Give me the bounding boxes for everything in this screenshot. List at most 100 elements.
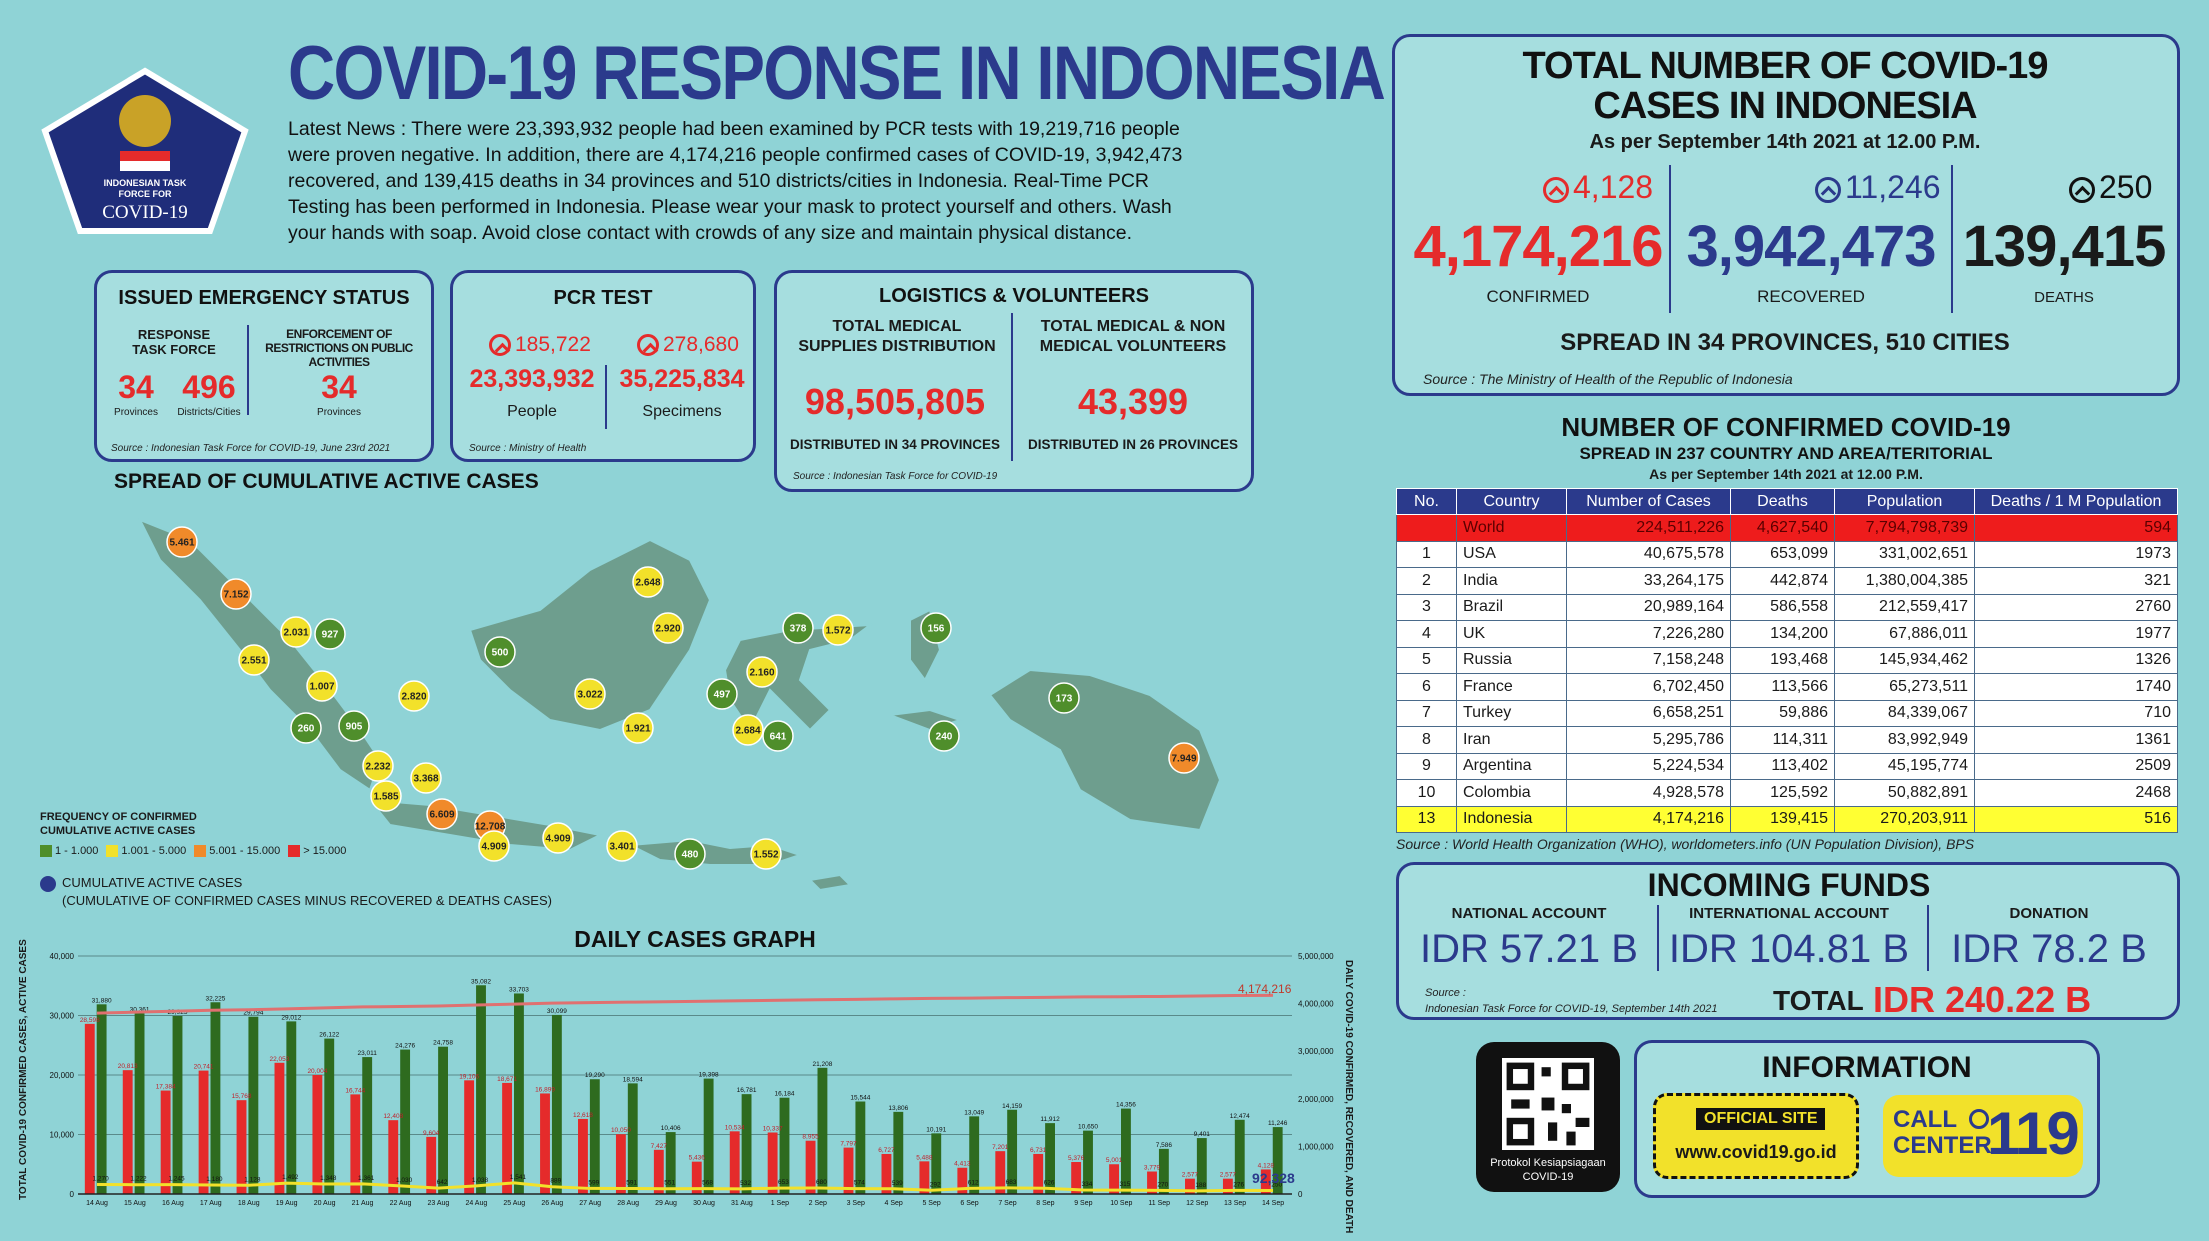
recovered-data-label: 14,356 [1116, 1102, 1136, 1109]
confirmed-bar [464, 1080, 475, 1194]
deaths-data-label: 599 [588, 1179, 599, 1186]
table-cell: 594 [1974, 514, 2178, 542]
recovered-bar [286, 1021, 297, 1194]
map-point [362, 750, 394, 782]
deaths-data-label: 1,030 [396, 1177, 413, 1184]
deaths-value: 139,415 [1962, 214, 2167, 279]
y-left-label: TOTAL COVID-19 CONFIRMED CASES, ACTIVE C… [18, 939, 29, 1200]
increase-icon [2069, 176, 2095, 203]
x-tick-label: 13 Sep [1224, 1200, 1246, 1207]
x-tick-label: 11 Sep [1148, 1200, 1170, 1207]
y2-tick-label: 4,000,000 [1298, 1000, 1334, 1009]
world-source: Source : World Health Organization (WHO)… [1396, 836, 1975, 852]
table-cell: France [1456, 673, 1567, 701]
confirmed-data-label: 10,337 [763, 1125, 783, 1132]
recovered-data-label: 11,246 [1268, 1120, 1288, 1127]
confirmed-bar [957, 1167, 968, 1194]
donation-value: IDR 78.2 B [1951, 927, 2147, 971]
map-point-label: 2.648 [635, 578, 660, 589]
table-row: 5 Russia 7,158,248 193,468 145,934,462 1326 [1396, 646, 2178, 674]
recovered-bar [134, 1013, 145, 1194]
deaths-line [96, 1181, 1274, 1193]
confirmed-data-label: 3,779 [1144, 1165, 1161, 1172]
deaths-data-label: 1,180 [206, 1176, 223, 1183]
map-point [338, 710, 370, 742]
table-cell: Brazil [1456, 593, 1567, 621]
legend-item: 1 - 1.000 [40, 845, 98, 858]
confirmed-data-label: 10,534 [725, 1124, 745, 1131]
national-label: NATIONAL ACCOUNT [1451, 905, 1607, 922]
deaths-data-label: 532 [740, 1180, 751, 1187]
table-cell: 2 [1396, 567, 1457, 595]
recovered-data-label: 32,225 [205, 995, 225, 1002]
funds-title: INCOMING FUNDS [1647, 867, 1931, 903]
confirmed-data-label: 18,671 [497, 1076, 517, 1083]
table-cell: 1326 [1974, 646, 2178, 674]
confirmed-data-label: 7,797 [840, 1141, 857, 1148]
deaths-increase: 250 [2069, 169, 2152, 206]
map-point-label: 3.022 [577, 690, 602, 701]
recovered-bar [438, 1046, 448, 1194]
map-point-label: 1.552 [753, 850, 778, 861]
confirmed-data-label: 20,813 [118, 1063, 138, 1070]
map-point-label: 3.368 [413, 774, 438, 785]
confirmed-bar [919, 1161, 930, 1194]
world-title: NUMBER OF CONFIRMED COVID-19 [1561, 412, 2011, 442]
official-site-url: www.covid19.go.id [1675, 1142, 1837, 1162]
qr-code-card[interactable]: Protokol Kesiapsiagaan COVID-19 [1476, 1042, 1620, 1192]
confirmed-data-label: 9,604 [423, 1130, 440, 1137]
map-point-label: 1.585 [373, 792, 398, 803]
confirmed-bar [274, 1062, 285, 1194]
deaths-data-label: 292 [930, 1181, 941, 1188]
x-tick-label: 9 Sep [1074, 1200, 1092, 1207]
call-center-button[interactable]: CALL CENTER 119 [1883, 1095, 2083, 1177]
confirmed-value: 4,174,216 [1413, 214, 1663, 279]
confirmed-data-label: 12,408 [383, 1113, 403, 1120]
official-site-label: OFFICIAL SITE [1696, 1108, 1826, 1130]
map-point-label: 641 [770, 732, 787, 743]
map-point-label: 497 [714, 690, 731, 701]
table-cell: Iran [1456, 726, 1567, 754]
map-point [732, 714, 764, 746]
map-point-label: 5.461 [169, 538, 194, 549]
deaths-data-label: 1,361 [358, 1175, 375, 1182]
deaths-data-label: 612 [968, 1179, 979, 1186]
recovered-bar [779, 1097, 790, 1194]
task-force-logo [41, 67, 249, 234]
table-cell: 113,402 [1730, 752, 1835, 780]
deaths-data-label: 1,222 [130, 1176, 147, 1183]
confirmed-data-label: 15,768 [232, 1093, 252, 1100]
y2-tick-label: 5,000,000 [1298, 952, 1334, 961]
confirmed-data-label: 6,727 [878, 1147, 895, 1154]
recovered-bar [476, 985, 486, 1194]
table-row: 4 UK 7,226,280 134,200 67,886,011 1977 [1396, 620, 2178, 648]
map-point [920, 612, 952, 644]
confirmed-data-label: 5,376 [1068, 1155, 1085, 1162]
enforcement-value: 34 [321, 369, 357, 405]
recovered-bar [248, 1016, 259, 1194]
deaths-data-label: 642 [437, 1179, 448, 1186]
deaths-data-label: 1,128 [244, 1176, 261, 1183]
map-point [410, 762, 442, 794]
table-cell: 4,174,216 [1566, 805, 1731, 833]
confirmed-bar [578, 1118, 588, 1194]
table-cell: 40,675,578 [1566, 540, 1731, 568]
deaths-data-label: 551 [664, 1180, 675, 1187]
table-cell: 193,468 [1730, 646, 1835, 674]
table-header-row: No. Country Number of Cases Deaths Popul… [1396, 488, 2178, 515]
deaths-data-label: 889 [550, 1178, 561, 1185]
pcr-title: PCR TEST [553, 287, 653, 309]
map-point [542, 822, 574, 854]
map-point-label: 480 [682, 850, 699, 861]
y-tick-label: 30,000 [50, 1012, 75, 1021]
confirmed-bar [1147, 1171, 1157, 1194]
recovered-bar [969, 1116, 980, 1194]
table-cell: India [1456, 567, 1567, 595]
confirmed-bar [540, 1093, 550, 1194]
recovered-bar [96, 1004, 107, 1194]
table-cell: Indonesia [1456, 805, 1567, 833]
deaths-data-label: 315 [1119, 1181, 1130, 1188]
recovered-data-label: 13,806 [888, 1105, 908, 1112]
official-site-button[interactable]: OFFICIAL SITE www.covid19.go.id [1653, 1093, 1859, 1179]
table-cell: 84,339,067 [1834, 699, 1975, 727]
